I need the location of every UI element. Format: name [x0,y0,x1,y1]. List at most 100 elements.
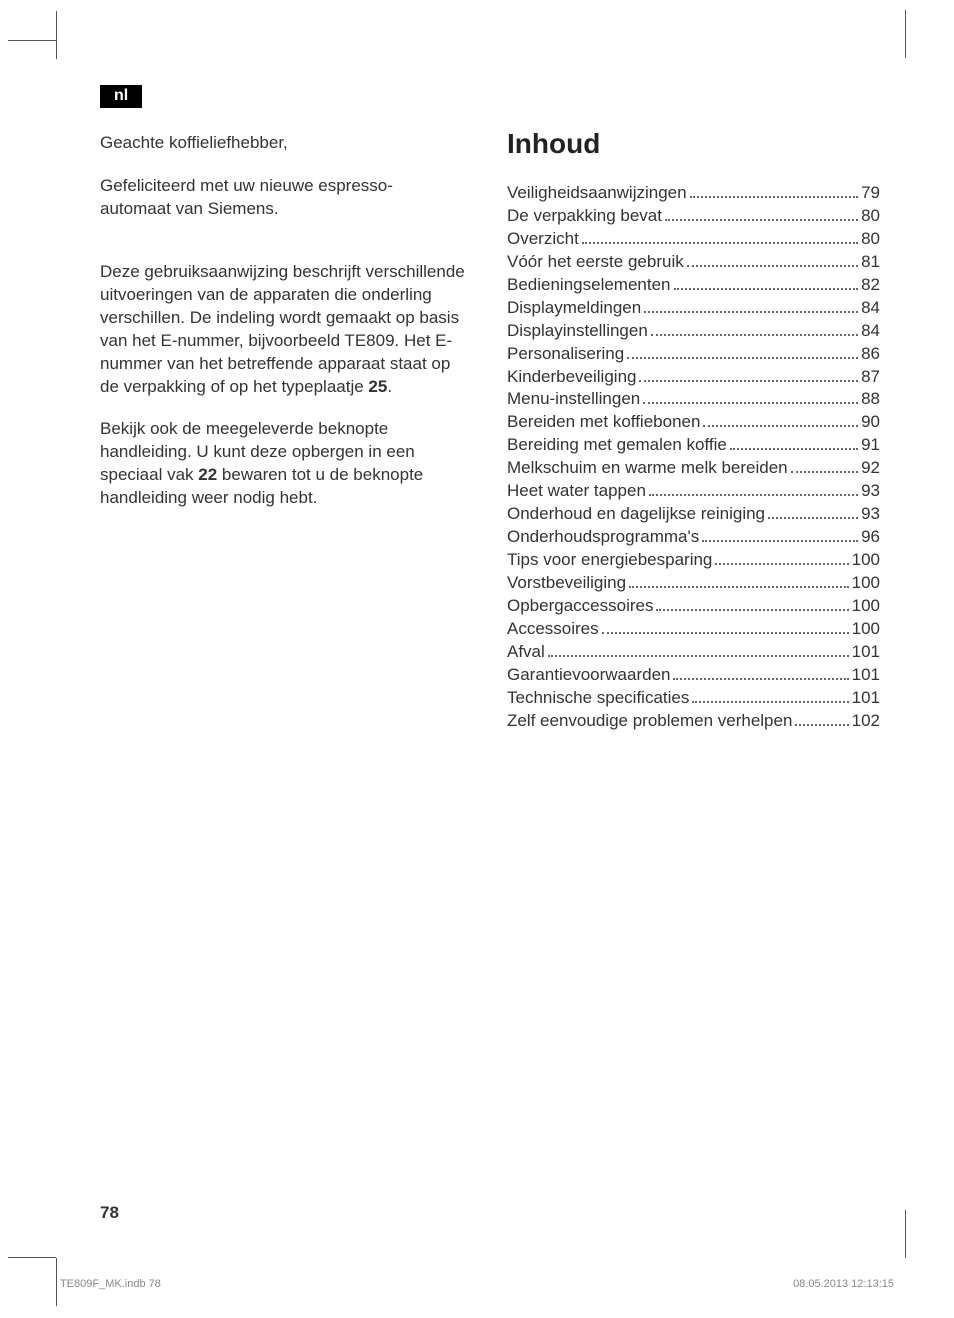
toc-entry-label: Bedieningselementen [507,274,671,297]
toc-leader-dots [629,586,849,588]
toc-list: Veiligheidsaanwijzingen79De verpakking b… [507,182,880,733]
toc-entry-label: Overzicht [507,228,579,251]
toc-entry-page: 84 [861,297,880,320]
toc-entry: Garantievoorwaarden101 [507,664,880,687]
toc-leader-dots [651,334,858,336]
toc-entry: Zelf eenvoudige problemen verhelpen 102 [507,710,880,733]
toc-entry: Overzicht 80 [507,228,880,251]
toc-leader-dots [656,609,848,611]
toc-leader-dots [768,517,858,519]
toc-entry-page: 102 [852,710,880,733]
intro-para-1a: Gefeliciteerd met uw nieuwe espresso- [100,176,393,195]
toc-entry-page: 96 [861,526,880,549]
toc-entry: Kinderbeveiliging 87 [507,366,880,389]
toc-entry-label: Kinderbeveiliging [507,366,636,389]
toc-entry: Melkschuim en warme melk bereiden92 [507,457,880,480]
intro-column: Geachte koffieliefhebber, Gefeliciteerd … [100,132,473,733]
toc-leader-dots [644,311,858,313]
toc-entry-page: 91 [861,434,880,457]
toc-entry-label: Bereiding met gemalen koffie [507,434,727,457]
greeting-line: Geachte koffieliefhebber, [100,132,473,155]
toc-entry-label: Technische specificaties [507,687,689,710]
crop-mark-top-right [905,10,906,58]
toc-entry-page: 93 [861,480,880,503]
toc-entry: Displayinstellingen 84 [507,320,880,343]
intro-para-2: Deze gebruiksaanwijzing beschrijft versc… [100,261,473,399]
toc-entry-page: 80 [861,205,880,228]
toc-leader-dots [602,632,849,634]
toc-entry-label: Displayinstellingen [507,320,648,343]
toc-entry: De verpakking bevat 80 [507,205,880,228]
two-column-layout: Geachte koffieliefhebber, Gefeliciteerd … [100,132,880,733]
typeplate-ref: 25 [368,377,387,396]
compartment-ref: 22 [198,465,217,484]
toc-entry-page: 100 [852,595,880,618]
toc-entry-label: Menu-instellingen [507,388,640,411]
toc-entry-page: 84 [861,320,880,343]
toc-leader-dots [643,402,858,404]
toc-entry-page: 93 [861,503,880,526]
toc-leader-dots [690,196,859,198]
toc-leader-dots [649,494,858,496]
toc-entry: Onderhoudsprogramma's 96 [507,526,880,549]
page-body: nl Geachte koffieliefhebber, Gefelicitee… [100,85,880,1238]
intro-para-2a: Deze gebruiksaanwijzing beschrijft versc… [100,262,465,396]
toc-entry-page: 101 [852,687,880,710]
toc-entry-label: Accessoires [507,618,599,641]
toc-entry-page: 81 [861,251,880,274]
toc-leader-dots [730,448,858,450]
toc-entry: Vorstbeveiliging 100 [507,572,880,595]
toc-entry-page: 79 [861,182,880,205]
language-badge: nl [100,85,142,108]
toc-leader-dots [795,724,848,726]
crop-mark-bottom-right [905,1210,906,1258]
toc-entry: Afval 101 [507,641,880,664]
toc-entry-page: 101 [852,664,880,687]
toc-entry-label: Melkschuim en warme melk bereiden [507,457,788,480]
toc-entry: Technische specificaties 101 [507,687,880,710]
toc-leader-dots [715,563,848,565]
toc-entry: Displaymeldingen84 [507,297,880,320]
toc-entry: Heet water tappen 93 [507,480,880,503]
toc-entry-page: 87 [861,366,880,389]
toc-entry: Opbergaccessoires 100 [507,595,880,618]
intro-para-2b: . [387,377,392,396]
page-number: 78 [100,1203,119,1223]
toc-leader-dots [582,242,858,244]
toc-leader-dots [627,357,858,359]
crop-mark-bottom-left [8,1257,56,1258]
toc-column: Inhoud Veiligheidsaanwijzingen79De verpa… [507,132,880,733]
intro-para-3: Bekijk ook de meegeleverde beknopte hand… [100,418,473,510]
toc-entry-label: Vóór het eerste gebruik [507,251,684,274]
toc-entry-page: 101 [852,641,880,664]
crop-mark-top-left [8,40,56,58]
imposition-file: TE809F_MK.indb 78 [60,1278,161,1290]
toc-entry-label: Onderhoudsprogramma's [507,526,699,549]
toc-entry-label: De verpakking bevat [507,205,662,228]
toc-entry-label: Onderhoud en dagelijkse reiniging [507,503,765,526]
toc-entry: Personalisering 86 [507,343,880,366]
toc-heading: Inhoud [507,128,880,160]
toc-entry-page: 88 [861,388,880,411]
toc-leader-dots [673,678,848,680]
toc-entry-page: 100 [852,549,880,572]
toc-entry-page: 90 [861,411,880,434]
toc-entry-page: 100 [852,572,880,595]
toc-entry-page: 80 [861,228,880,251]
toc-entry-label: Bereiden met koffiebonen [507,411,700,434]
toc-entry: Veiligheidsaanwijzingen79 [507,182,880,205]
toc-leader-dots [687,265,858,267]
toc-entry: Onderhoud en dagelijkse reiniging 93 [507,503,880,526]
toc-entry-label: Personalisering [507,343,624,366]
toc-entry-label: Zelf eenvoudige problemen verhelpen [507,710,792,733]
toc-entry-label: Opbergaccessoires [507,595,653,618]
toc-leader-dots [639,380,858,382]
toc-entry-label: Heet water tappen [507,480,646,503]
toc-entry-label: Vorstbeveiliging [507,572,626,595]
toc-entry: Bereiding met gemalen koffie 91 [507,434,880,457]
toc-entry-page: 82 [861,274,880,297]
intro-para-1b: automaat van Siemens. [100,199,279,218]
toc-entry-page: 86 [861,343,880,366]
toc-entry-label: Afval [507,641,545,664]
toc-entry-label: Tips voor energiebesparing [507,549,712,572]
